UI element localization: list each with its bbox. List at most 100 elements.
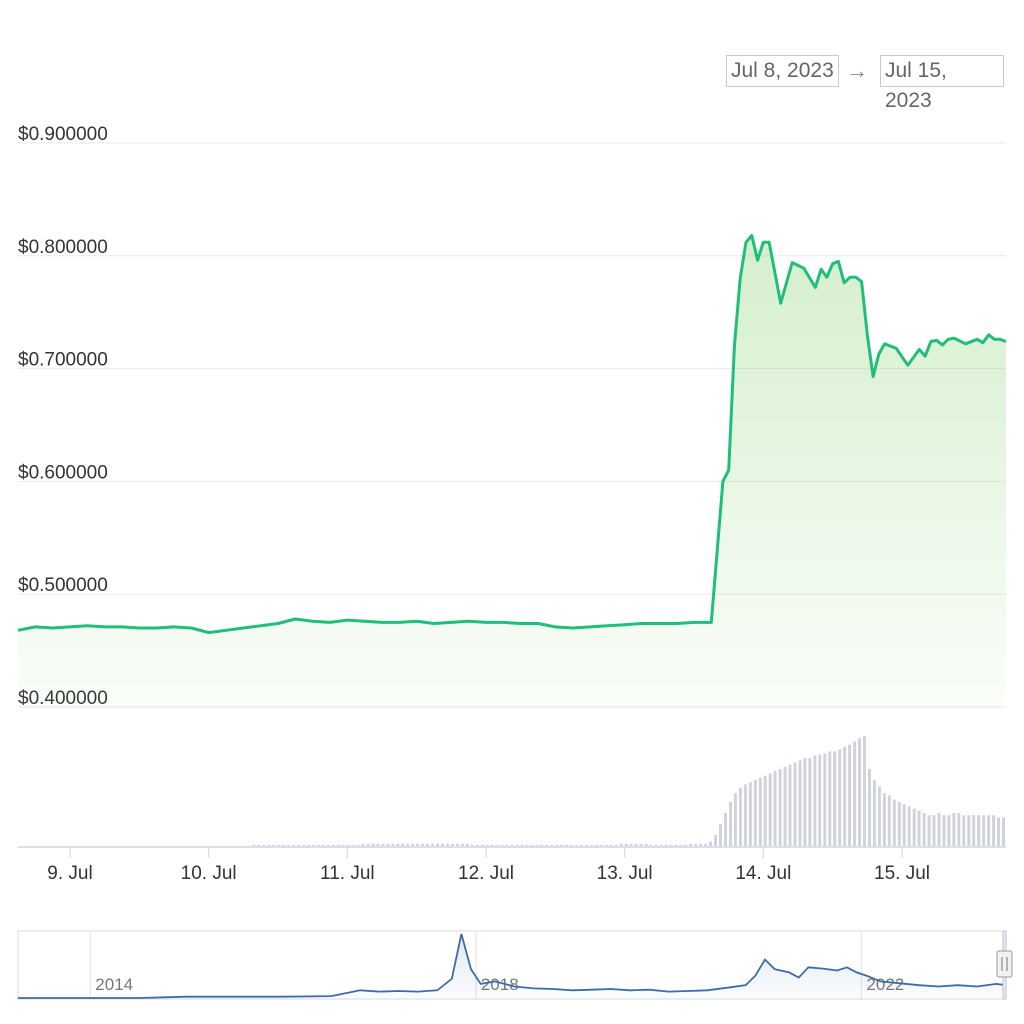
- volume-bar: [346, 844, 350, 846]
- volume-bar: [917, 810, 921, 846]
- price-line: [17, 234, 1007, 635]
- volume-bar: [376, 843, 380, 846]
- volume-bar: [937, 813, 941, 846]
- volume-bar: [495, 844, 499, 846]
- y-tick-label: $0.600000: [18, 462, 108, 483]
- volume-bar: [624, 843, 628, 846]
- volume-bar: [813, 755, 817, 846]
- volume-bar: [321, 844, 325, 846]
- volume-bar: [411, 843, 415, 846]
- y-tick-label: $0.800000: [18, 237, 108, 258]
- range-start-date[interactable]: Jul 8, 2023: [726, 55, 839, 87]
- volume-bar: [733, 793, 737, 846]
- volume-bar: [932, 815, 936, 846]
- x-tick-label: 14. Jul: [735, 863, 791, 884]
- volume-bar: [470, 844, 474, 846]
- volume-bar: [480, 844, 484, 846]
- volume-bar: [594, 844, 598, 846]
- volume-bar: [381, 843, 385, 846]
- volume-bar: [748, 782, 752, 846]
- volume-bar: [887, 795, 891, 846]
- volume-bar: [853, 741, 857, 846]
- volume-bar: [664, 844, 668, 846]
- volume-bar: [942, 815, 946, 846]
- volume-bar: [773, 771, 777, 846]
- volume-bar: [699, 843, 703, 846]
- volume-bar: [391, 843, 395, 846]
- volume-bar: [1002, 817, 1005, 846]
- volume-bar: [396, 843, 400, 846]
- volume-bar: [366, 843, 370, 846]
- volume-bar: [585, 844, 588, 846]
- volume-bar: [316, 844, 320, 846]
- volume-bar: [490, 844, 494, 846]
- volume-bar: [679, 844, 683, 846]
- volume-bar: [262, 844, 266, 846]
- volume-bar: [589, 844, 593, 846]
- volume-bar: [436, 843, 439, 846]
- volume-bar: [912, 808, 916, 846]
- volume-bar: [987, 815, 991, 846]
- range-end-date[interactable]: Jul 15, 2023: [880, 55, 1004, 112]
- volume-bar: [560, 844, 564, 846]
- volume-bar: [689, 843, 693, 846]
- navigator[interactable]: 201420182022: [17, 930, 1013, 1000]
- volume-bar: [694, 843, 698, 846]
- volume-bar: [575, 844, 579, 846]
- volume-bar: [743, 784, 747, 846]
- x-axis-ticks: 9. Jul 10. Jul 11. Jul 12. Jul 13. Jul 14. Ju…: [47, 847, 930, 884]
- volume-bar: [500, 844, 504, 846]
- volume-bar: [331, 844, 335, 846]
- volume-bar: [922, 813, 926, 846]
- volume-bar: [540, 844, 544, 846]
- volume-bar: [848, 744, 852, 846]
- volume-bar: [361, 843, 365, 846]
- volume-bar: [441, 843, 444, 846]
- volume-bar: [401, 843, 405, 846]
- volume-bar: [550, 844, 554, 846]
- volume-bar: [684, 844, 688, 846]
- volume-bar: [967, 815, 971, 846]
- volume-bar: [997, 817, 1001, 846]
- volume-bar: [704, 843, 708, 846]
- volume-bar: [768, 773, 772, 846]
- volume-bar: [724, 813, 727, 846]
- volume-bar: [272, 844, 276, 846]
- volume-bar: [614, 844, 618, 846]
- volume-bar: [351, 844, 355, 846]
- volume-bar: [252, 844, 256, 846]
- volume-bar: [530, 844, 534, 846]
- volume-bar: [823, 753, 827, 846]
- y-axis-labels: $0.900000 $0.800000 $0.700000 $0.600000 $0.5…: [18, 124, 108, 709]
- volume-bar: [336, 844, 340, 846]
- volume-bar: [654, 844, 658, 846]
- volume-bar: [604, 844, 608, 846]
- x-tick-label: 12. Jul: [458, 863, 514, 884]
- y-tick-label: $0.500000: [18, 575, 108, 596]
- volume-bar: [877, 786, 881, 846]
- volume-bar: [505, 844, 509, 846]
- navigator-handle-box[interactable]: [996, 950, 1013, 978]
- volume-bar: [803, 758, 807, 846]
- volume-bar: [510, 844, 514, 846]
- volume-bar: [798, 760, 802, 846]
- volume-bar: [833, 751, 837, 846]
- volume-bar: [729, 802, 732, 846]
- volume-bar: [738, 787, 742, 846]
- volume-bar: [520, 844, 524, 846]
- y-tick-label: $0.700000: [18, 350, 108, 371]
- volume-bar: [599, 844, 603, 846]
- volume-bar: [450, 843, 454, 846]
- volume-bar: [674, 844, 678, 846]
- volume-bar: [406, 843, 410, 846]
- volume-bar: [902, 804, 906, 846]
- volume-bar: [629, 843, 633, 846]
- range-arrow: →: [846, 58, 868, 83]
- volume-bar: [431, 843, 435, 846]
- volume-bar: [426, 843, 430, 846]
- volume-bar: [292, 844, 296, 846]
- volume-bar: [808, 758, 812, 846]
- navigator-handle[interactable]: [996, 950, 1013, 978]
- volume-bar: [753, 780, 757, 846]
